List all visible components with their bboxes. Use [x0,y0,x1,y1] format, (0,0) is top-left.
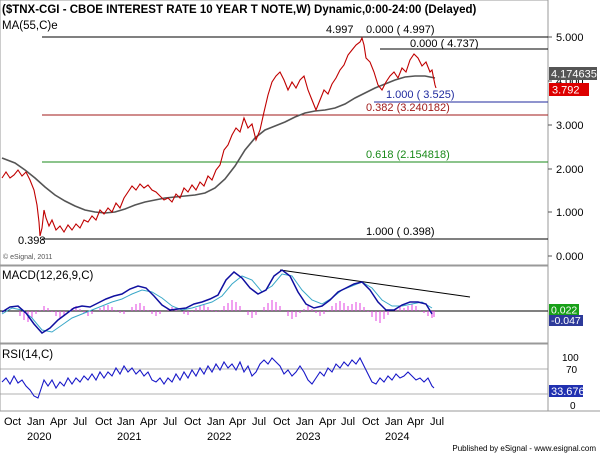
x-month-7: Apr [140,416,157,428]
copyright-text: © eSignal, 2011 [3,253,53,261]
y-label-2: 2.000 [556,164,584,176]
publisher-footer: Published by eSignal - www.esignal.com [452,444,596,453]
fib-label-3525: 1.000 ( 3.525) [386,89,455,101]
fib-label-4737: 0.000 ( 4.737) [410,38,479,50]
y-label-5: 5.000 [556,32,584,44]
rsi-line [1,356,435,399]
macd-value: 0.022 [551,305,577,317]
y-label-3: 3.000 [556,120,584,132]
macd-line [1,269,433,334]
x-month-13: Oct [273,416,290,428]
x-year-2023: 2023 [296,431,320,443]
last-price-badge [549,83,589,96]
x-year-2022: 2022 [207,431,231,443]
x-month-19: Apr [407,416,424,428]
x-month-15: Apr [319,416,336,428]
x-month-1: Oct [4,416,21,428]
x-month-5: Oct [95,416,112,428]
high-label: 4.997 [326,24,354,36]
signal-value: -0.047 [551,315,581,327]
x-month-20: Jul [430,416,444,428]
rsi-value: 33.676 [551,386,585,398]
signal-value-badge [549,315,583,326]
x-year-2024: 2024 [385,431,409,443]
rsi-panel-frame [0,343,549,412]
rsi-y-70: 70 [566,365,578,376]
x-month-17: Oct [362,416,379,428]
macd-value-badge [549,304,579,315]
low-label: 0.398 [18,235,46,247]
price-y-axis: 5.000 4.000 3.000 2.000 1.000 0.000 [548,32,584,263]
macd-trendline [279,269,471,298]
fib-levels: 0.000 ( 4.997) 0.000 ( 4.737) 1.000 ( 3.… [42,24,548,240]
fib-label-2154: 0.618 (2.154818) [366,149,450,161]
macd-label: MACD(12,26,9,C) [2,270,94,282]
fib-label-0398: 1.000 ( 0.398) [366,226,435,238]
x-month-3: Apr [50,416,67,428]
fib-label-4997: 0.000 ( 4.997) [366,24,435,36]
x-month-10: Jan [207,416,225,428]
rsi-label: RSI(14,C) [2,349,53,361]
rsi-value-badge [549,385,583,397]
ma-label: MA(55,C)e [2,20,58,32]
rsi-y-100: 100 [562,353,579,364]
y-label-0: 0.000 [556,251,584,263]
x-month-14: Jan [296,416,314,428]
x-month-16: Jul [341,416,355,428]
price-line [1,36,437,237]
x-month-6: Jan [117,416,135,428]
x-month-12: Jul [252,416,266,428]
fib-label-3240: 0.382 (3.240182) [366,102,450,114]
rsi-y-0: 0 [570,401,576,412]
y-label-1: 1.000 [556,207,584,219]
x-month-2: Jan [27,416,45,428]
current-price-value: 4.174635 [551,69,597,81]
chart-title: ($TNX-CGI - CBOE INTEREST RATE 10 YEAR T… [2,4,477,16]
x-year-2020: 2020 [27,431,51,443]
x-month-8: Jul [163,416,177,428]
x-year-2021: 2021 [117,431,141,443]
moving-average-line [1,75,436,214]
x-month-18: Jan [385,416,403,428]
x-month-4: Jul [73,416,87,428]
x-axis: Oct Jan Apr Jul Oct Jan Apr Jul Oct Jan … [4,416,444,443]
x-month-11: Apr [229,416,246,428]
rsi-y-axis: 100 70 30 0 [562,353,579,412]
x-month-9: Oct [184,416,201,428]
last-price-value: 3.792 [552,85,580,97]
current-price-badge [549,67,597,80]
